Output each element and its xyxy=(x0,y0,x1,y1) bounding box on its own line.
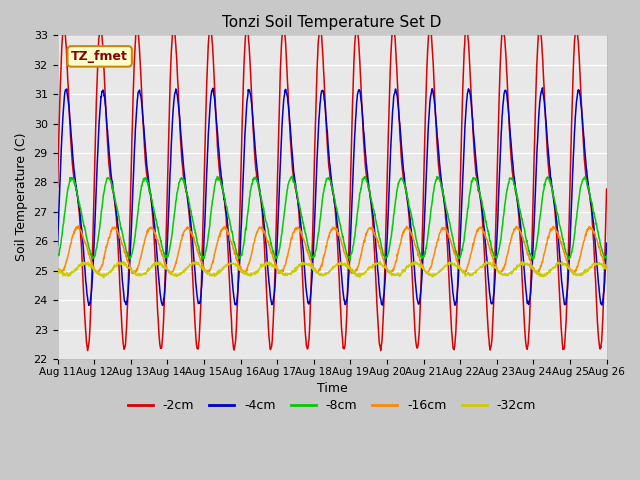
Legend: -2cm, -4cm, -8cm, -16cm, -32cm: -2cm, -4cm, -8cm, -16cm, -32cm xyxy=(123,395,541,418)
Y-axis label: Soil Temperature (C): Soil Temperature (C) xyxy=(15,133,28,262)
X-axis label: Time: Time xyxy=(317,382,348,395)
Text: TZ_fmet: TZ_fmet xyxy=(71,50,128,63)
Title: Tonzi Soil Temperature Set D: Tonzi Soil Temperature Set D xyxy=(222,15,442,30)
